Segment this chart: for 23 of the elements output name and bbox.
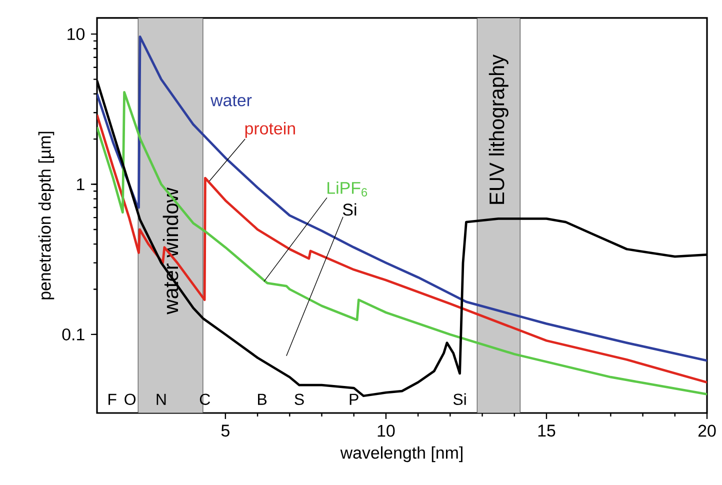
annotation: C (200, 394, 210, 405)
x-tick-label: 20 (698, 424, 716, 437)
x-tick-label: 5 (221, 424, 230, 437)
series-label: water (210, 95, 252, 106)
annotation: S (294, 394, 304, 405)
line-series (97, 36, 708, 362)
annotation: N (156, 394, 166, 405)
x-tick-label: 10 (378, 424, 395, 437)
x-axis-title: wavelength [nm] (340, 446, 462, 462)
band-label: EUV lithography (488, 54, 508, 204)
text: protein (245, 122, 295, 138)
y-tick-label: 10 (68, 28, 85, 40)
annotation: P (350, 394, 358, 405)
y-tick-label: 1 (77, 178, 84, 190)
annotation: F (108, 394, 116, 405)
annotation: B (258, 394, 267, 405)
annotation: Si (453, 393, 466, 405)
annotation: O (124, 394, 136, 405)
y-tick-label: 0.1 (62, 328, 84, 340)
x-tick-label: 15 (538, 424, 556, 437)
text: Si (342, 203, 356, 216)
text: LiPF$_{6}$ (328, 182, 368, 196)
y-axis-title: penetration depth [µm] (38, 132, 54, 300)
